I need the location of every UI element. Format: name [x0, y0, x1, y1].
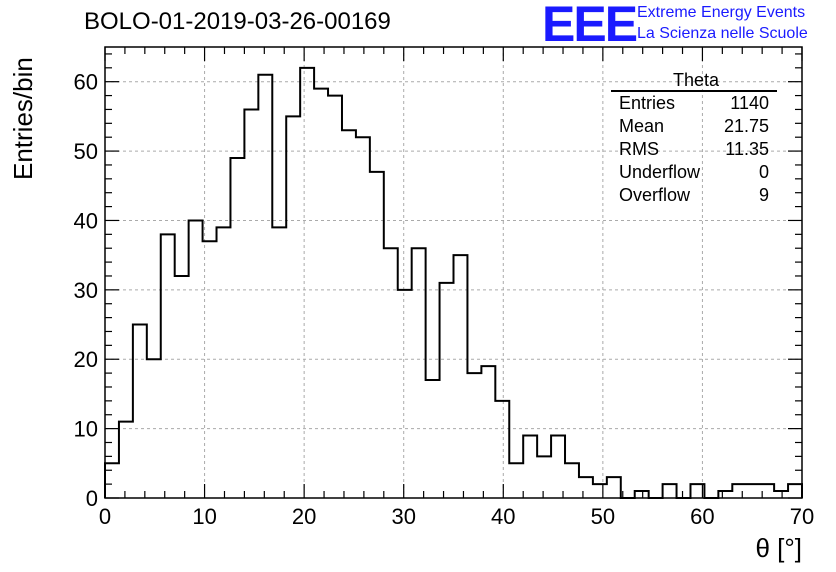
histogram-bin — [523, 436, 537, 498]
histogram-bin — [440, 283, 454, 498]
histogram-bin — [314, 89, 328, 498]
histogram-bin — [718, 491, 732, 498]
histogram-bin — [230, 158, 244, 498]
histogram-bin — [300, 68, 314, 498]
histogram-bin — [774, 491, 788, 498]
stats-label: RMS — [619, 139, 659, 159]
x-tick-label: 10 — [192, 504, 216, 529]
histogram-bin — [286, 116, 300, 498]
stats-value: 0 — [758, 162, 769, 182]
y-tick-label: 40 — [74, 208, 98, 233]
stats-row-underflow: Underflow 0 — [611, 161, 777, 184]
stats-value: 9 — [758, 185, 769, 205]
histogram-bin — [454, 255, 468, 498]
stats-label: Entries — [619, 93, 676, 113]
stats-row-mean: Mean 21.75 — [611, 115, 777, 138]
grid-lines — [105, 47, 802, 498]
y-tick-label: 10 — [74, 417, 98, 442]
x-tick-label: 40 — [491, 504, 515, 529]
histogram-bin — [370, 172, 384, 498]
histogram-bin — [760, 484, 774, 498]
stats-label: Overflow — [619, 185, 691, 205]
y-tick-label: 30 — [74, 278, 98, 303]
histogram-bin — [467, 373, 481, 498]
histogram-bin — [732, 484, 746, 498]
x-tick-label: 30 — [391, 504, 415, 529]
axis-ticks — [104, 47, 803, 499]
histogram-bin — [161, 234, 175, 498]
eee-logo: EEE — [542, 0, 638, 52]
histogram-bin — [537, 456, 551, 498]
histogram-bin — [189, 220, 203, 498]
histogram-bin — [342, 130, 356, 498]
y-tick-label: 50 — [74, 139, 98, 164]
histogram-bin — [690, 484, 704, 498]
logo-line-1: Extreme Energy Events — [637, 4, 806, 21]
y-tick-label: 60 — [74, 70, 98, 95]
y-tick-label: 0 — [86, 486, 98, 511]
histogram-bin — [593, 484, 607, 498]
stats-box: Theta Entries 1140 Mean 21.75 RMS 11.35 … — [611, 70, 777, 207]
histogram-bin — [272, 227, 286, 498]
stats-row-rms: RMS 11.35 — [611, 138, 777, 161]
histogram-bin — [384, 248, 398, 498]
histogram-bin — [579, 477, 593, 498]
histogram-bin — [105, 463, 119, 498]
stats-row-entries: Entries 1140 — [611, 92, 777, 115]
histogram-bin — [217, 227, 231, 498]
x-tick-label: 60 — [690, 504, 714, 529]
histogram-bin — [426, 380, 440, 498]
x-tick-label: 50 — [591, 504, 615, 529]
histogram-bin — [551, 436, 565, 498]
stats-label: Mean — [619, 116, 665, 136]
stats-value: 11.35 — [725, 139, 769, 159]
stats-row-overflow: Overflow 9 — [611, 184, 777, 207]
histogram-outline — [104, 66, 803, 499]
histogram-bin — [119, 422, 133, 498]
histogram-bin — [607, 477, 621, 498]
x-tick-label: 0 — [99, 504, 111, 529]
plot-frame — [104, 46, 803, 499]
chart-title: BOLO-01-2019-03-26-00169 — [84, 8, 391, 35]
histogram-bin — [788, 484, 802, 498]
histogram-bin — [244, 109, 258, 498]
histogram-bin — [412, 248, 426, 498]
histogram-bin — [495, 401, 509, 498]
histogram-bin — [635, 491, 649, 498]
logo-line-2: La Scienza nelle Scuole — [637, 25, 808, 42]
stats-label: Underflow — [619, 162, 701, 182]
histogram-bin — [746, 484, 760, 498]
y-tick-label: 20 — [74, 347, 98, 372]
x-tick-label: 20 — [292, 504, 316, 529]
histogram-bin — [328, 96, 342, 498]
histogram-bin — [356, 137, 370, 498]
histogram-bin — [258, 75, 272, 498]
logo-caption: Extreme Energy Events La Scienza nelle S… — [637, 2, 808, 44]
histogram-bin — [147, 359, 161, 498]
histogram-bin — [481, 366, 495, 498]
histogram-bin — [203, 241, 217, 498]
histogram-bin — [133, 325, 147, 498]
x-axis-label: θ [°] — [755, 533, 802, 563]
stats-value: 1140 — [730, 93, 769, 113]
stats-value: 21.75 — [723, 116, 769, 136]
histogram-bin — [565, 463, 579, 498]
stats-title: Theta — [611, 70, 777, 92]
y-axis-label: Entries/bin — [8, 57, 38, 180]
histogram-bin — [398, 290, 412, 498]
histogram-bin — [509, 463, 523, 498]
axis-tick-labels: 0 10 20 30 40 50 60 70 0 10 20 30 40 50 60 — [74, 70, 815, 529]
x-tick-label: 70 — [790, 504, 814, 529]
histogram-bin — [175, 276, 189, 498]
histogram-bin — [663, 484, 677, 498]
